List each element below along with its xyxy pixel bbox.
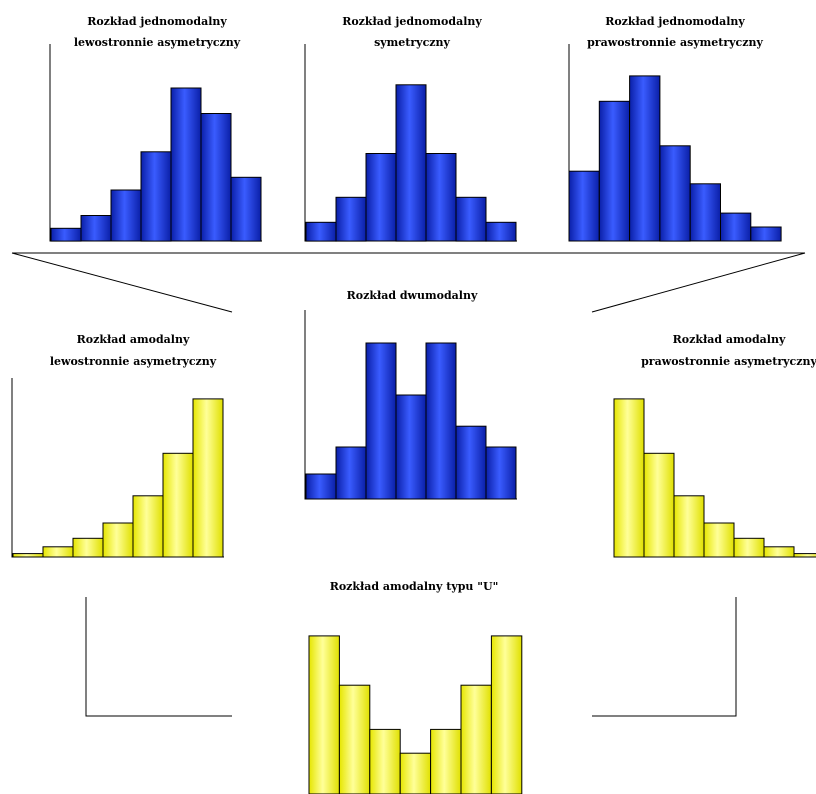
bar xyxy=(12,553,44,558)
chart-3-bars xyxy=(568,75,782,242)
u-frame-right xyxy=(592,597,737,717)
chart-2-bars xyxy=(305,84,517,242)
axes xyxy=(11,44,816,717)
chart-1-title-line-1: Rozkład jednomodalny xyxy=(87,15,227,28)
right-diagonal-line xyxy=(591,252,806,313)
chart-3-title-line-2: prawostronnie asymetryczny xyxy=(587,36,763,49)
chart-5-title-line-2: lewostronnie asymetryczny xyxy=(50,355,217,368)
chart-1-title-line-2: lewostronnie asymetryczny xyxy=(74,36,241,49)
bar xyxy=(369,728,401,794)
chart-1-bars xyxy=(50,87,262,242)
bar xyxy=(720,212,752,242)
bar xyxy=(643,452,675,558)
bar xyxy=(673,495,705,558)
connector-lines xyxy=(11,252,806,313)
u-frame-left xyxy=(85,597,232,717)
chart-4-bars xyxy=(305,342,517,500)
chart-7-bars xyxy=(308,635,523,794)
bar xyxy=(395,84,427,242)
bar xyxy=(102,522,134,558)
bar xyxy=(170,87,202,242)
bar xyxy=(460,684,492,794)
bar xyxy=(305,473,337,500)
bar xyxy=(50,227,82,242)
bar xyxy=(110,189,142,242)
bars-layer xyxy=(12,75,816,794)
bar xyxy=(395,394,427,500)
bar xyxy=(485,221,517,242)
bar xyxy=(455,196,487,242)
chart-6-title-line-1: Rozkład amodalny xyxy=(673,333,786,346)
bar xyxy=(162,452,194,558)
bar xyxy=(598,100,631,242)
bar xyxy=(335,196,367,242)
bar xyxy=(455,425,487,500)
bar xyxy=(42,546,74,558)
bar xyxy=(425,342,457,500)
bar xyxy=(72,537,104,558)
chart-6-title-line-2: prawostronnie asymetryczny xyxy=(641,355,816,368)
bar xyxy=(613,398,645,558)
bar xyxy=(763,546,795,558)
bar xyxy=(140,151,172,242)
bar xyxy=(230,176,262,242)
chart-3-title-line-1: Rozkład jednomodalny xyxy=(605,15,745,28)
bar xyxy=(659,145,691,242)
bar xyxy=(365,153,397,242)
bar xyxy=(703,522,735,558)
bar xyxy=(80,215,112,242)
bar xyxy=(430,728,462,794)
bar xyxy=(399,752,432,794)
bar xyxy=(689,183,722,242)
chart-2-title-line-1: Rozkład jednomodalny xyxy=(342,15,482,28)
chart-4-title-line-1: Rozkład dwumodalny xyxy=(347,289,478,302)
bar xyxy=(308,635,340,794)
bar xyxy=(733,537,765,558)
bar xyxy=(365,342,397,500)
bar xyxy=(490,635,523,794)
bar xyxy=(793,553,816,558)
bar xyxy=(485,446,517,500)
bar xyxy=(425,153,457,242)
chart-6-bars xyxy=(613,398,816,558)
bar xyxy=(305,221,337,242)
chart-5-title-line-1: Rozkład amodalny xyxy=(77,333,190,346)
bar xyxy=(192,398,224,558)
chart-2-title-line-2: symetryczny xyxy=(374,36,450,49)
bar xyxy=(338,684,371,794)
bar xyxy=(132,495,164,558)
bar xyxy=(750,226,782,242)
left-diagonal-line xyxy=(11,252,233,313)
bar xyxy=(629,75,661,242)
bar xyxy=(200,113,232,242)
chart-7-title-line-1: Rozkład amodalny typu "U" xyxy=(330,580,499,593)
bar xyxy=(568,170,600,242)
bar xyxy=(335,446,367,500)
titles-layer: Rozkład jednomodalny lewostronnie asymetr… xyxy=(50,15,816,593)
chart-5-bars xyxy=(12,398,224,558)
